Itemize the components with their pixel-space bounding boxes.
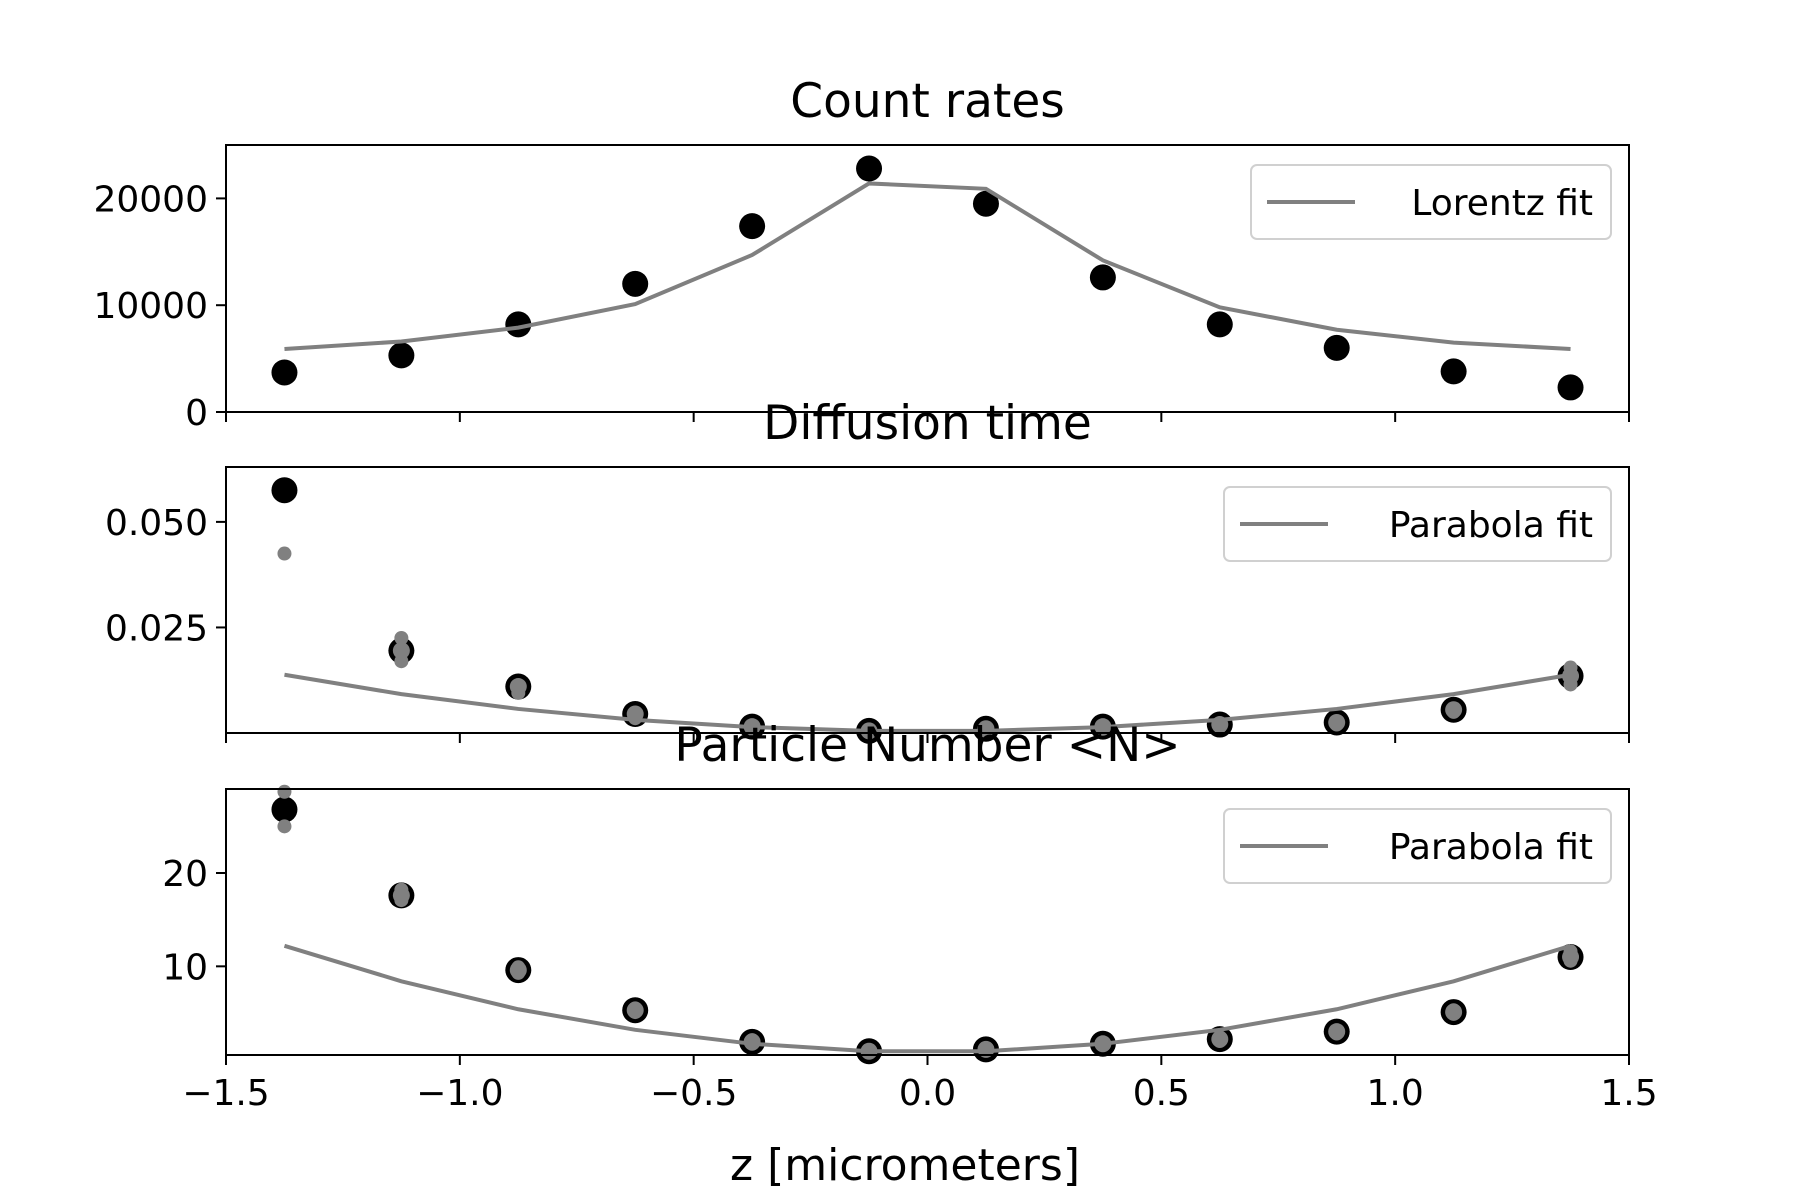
x-axis-label: z [micrometers] — [730, 1140, 1080, 1191]
data-point — [1557, 374, 1584, 401]
legend-box — [1223, 486, 1612, 562]
panel-0-title: Count rates — [790, 74, 1064, 129]
data-point — [271, 359, 298, 386]
y-tick-label: 0.025 — [105, 608, 208, 649]
legend-label: Lorentz fit — [1411, 183, 1593, 224]
data-point — [972, 190, 999, 217]
legend-box — [1223, 808, 1612, 884]
y-tick-label: 10 — [162, 947, 208, 988]
legend-label: Parabola fit — [1389, 827, 1593, 868]
data-point — [1329, 717, 1344, 732]
axes-frame — [225, 466, 1630, 734]
data-point — [1323, 334, 1350, 361]
x-tick-label: 1.0 — [1367, 1073, 1424, 1114]
x-tick-label: 0.5 — [1133, 1073, 1190, 1114]
data-point — [1089, 264, 1116, 291]
fit-line — [283, 943, 1572, 1054]
axes-frame — [225, 144, 1630, 413]
fit-line — [284, 672, 1571, 733]
data-point — [856, 155, 883, 182]
data-point — [511, 685, 526, 700]
legend-box — [1250, 164, 1612, 240]
data-point — [1446, 704, 1461, 719]
data-point — [388, 342, 415, 369]
x-tick-label: −1.5 — [182, 1073, 269, 1114]
data-point — [277, 546, 292, 561]
fit-line — [284, 181, 1571, 351]
x-tick-label: −0.5 — [650, 1073, 737, 1114]
panel-1-title: Diffusion time — [763, 396, 1092, 451]
data-point — [622, 270, 649, 297]
y-tick-label: 20000 — [93, 179, 208, 220]
data-point — [394, 654, 409, 669]
data-point — [277, 819, 292, 834]
y-tick-label: 0 — [185, 393, 208, 434]
data-point — [1212, 1034, 1227, 1048]
data-point — [277, 784, 292, 799]
data-point — [271, 477, 298, 504]
x-tick-label: 0.0 — [899, 1073, 956, 1114]
data-point — [1563, 677, 1578, 692]
data-point — [392, 642, 410, 660]
data-point — [394, 882, 409, 897]
y-tick-label: 0.050 — [105, 503, 208, 544]
data-point — [1206, 311, 1233, 338]
data-point — [394, 631, 409, 645]
y-tick-label: 20 — [162, 854, 208, 895]
data-point — [271, 796, 298, 823]
x-tick-label: −1.0 — [416, 1073, 503, 1114]
axes-frame — [225, 788, 1630, 1056]
data-point — [1446, 1006, 1461, 1021]
data-point — [1563, 660, 1578, 675]
x-tick-label: 1.5 — [1600, 1073, 1657, 1114]
panel-2-title: Particle Number <N> — [674, 718, 1180, 773]
data-point — [394, 893, 409, 908]
data-point — [739, 213, 766, 240]
data-point — [505, 311, 532, 338]
data-point — [1329, 1026, 1344, 1041]
data-point — [628, 1005, 643, 1020]
data-point — [1563, 953, 1578, 968]
data-point — [1212, 719, 1227, 734]
legend-label: Parabola fit — [1389, 505, 1593, 546]
data-point — [1440, 358, 1467, 385]
data-point — [511, 965, 526, 980]
y-tick-label: 10000 — [93, 286, 208, 327]
